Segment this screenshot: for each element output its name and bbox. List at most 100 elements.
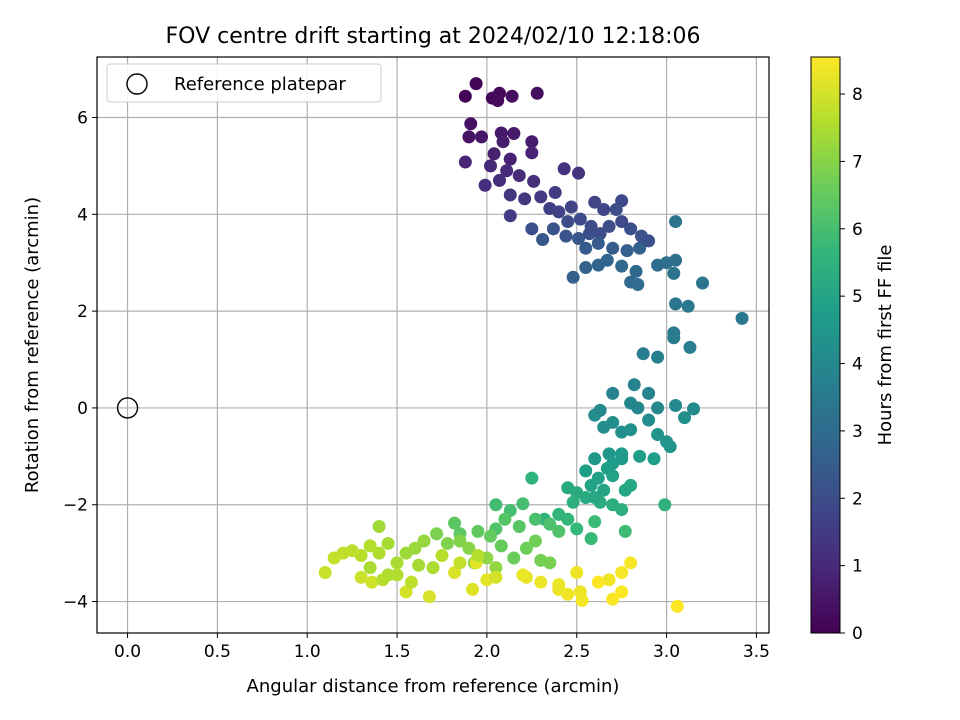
data-point [572, 232, 586, 246]
data-point [372, 546, 386, 560]
data-point [496, 135, 510, 149]
data-point [624, 423, 638, 437]
data-point [633, 241, 647, 255]
data-point [546, 222, 560, 236]
data-point [606, 241, 620, 255]
data-point [597, 483, 611, 497]
data-point [525, 471, 539, 485]
data-point [448, 516, 462, 530]
data-point [642, 413, 656, 427]
data-point [669, 253, 683, 267]
data-point [669, 399, 683, 413]
data-point [606, 592, 620, 606]
x-tick-label: 0.5 [204, 642, 231, 662]
colorbar-tick-label: 0 [852, 624, 863, 644]
colorbar-label: Hours from first FF file [875, 245, 896, 446]
data-point [573, 212, 587, 226]
colorbar-ticks: 0 1 2 3 4 5 6 7 8 [840, 85, 863, 644]
colorbar-tick-label: 5 [852, 287, 863, 307]
data-point [381, 536, 395, 550]
data-points [318, 77, 749, 613]
x-tick-label: 2.5 [563, 642, 590, 662]
data-point [667, 266, 681, 280]
data-point [642, 386, 656, 400]
data-point [372, 520, 386, 534]
data-point [667, 331, 681, 345]
data-point [543, 517, 557, 531]
data-point [735, 311, 749, 325]
colorbar-tick-label: 8 [852, 85, 863, 105]
data-point [552, 205, 566, 219]
data-point [615, 447, 629, 461]
y-tick-label: −4 [63, 593, 88, 613]
y-tick-label: 6 [77, 109, 88, 129]
data-point [678, 411, 692, 425]
data-point [363, 539, 377, 553]
data-point [512, 169, 526, 183]
data-point [561, 215, 575, 229]
data-point [658, 498, 672, 512]
data-point [615, 259, 629, 273]
colorbar: 0 1 2 3 4 5 6 7 8 Hours from first FF file [810, 56, 896, 644]
y-tick-label: 0 [77, 399, 88, 419]
data-point [597, 202, 611, 216]
data-point [503, 152, 517, 166]
colorbar-tick-label: 2 [852, 489, 863, 509]
data-point [566, 270, 580, 284]
data-point [536, 232, 550, 246]
data-point [503, 188, 517, 202]
data-point [633, 449, 647, 463]
x-tick-label: 2.0 [473, 642, 500, 662]
x-axis-ticks: 0.0 0.5 1.0 1.5 2.0 2.5 3.0 3.5 [114, 633, 770, 662]
data-point [584, 532, 598, 546]
legend: Reference platepar [106, 63, 382, 103]
data-point [354, 570, 368, 584]
data-point [663, 440, 677, 454]
data-point [417, 534, 431, 548]
data-point [518, 192, 532, 206]
data-point [681, 299, 695, 313]
data-point [530, 86, 544, 100]
data-point [593, 403, 607, 417]
y-tick-label: 4 [77, 205, 88, 225]
data-point [478, 178, 492, 192]
data-point [561, 587, 575, 601]
data-point [440, 536, 454, 550]
data-point [404, 575, 418, 589]
data-point [588, 452, 602, 466]
data-point [561, 512, 575, 526]
data-point [631, 401, 645, 415]
data-point [591, 575, 605, 589]
data-point [579, 490, 593, 504]
colorbar-tick-label: 3 [852, 422, 863, 442]
data-point [466, 582, 480, 596]
data-point [534, 575, 548, 589]
y-axis-ticks: −4 −2 0 2 4 6 [63, 109, 97, 613]
data-point [552, 578, 566, 592]
data-point [636, 347, 650, 361]
data-point [588, 195, 602, 209]
data-point [620, 244, 634, 258]
data-point [572, 166, 586, 180]
data-point [422, 590, 436, 604]
data-point [516, 568, 530, 582]
data-point [615, 585, 629, 599]
reference-platepar-marker [116, 397, 139, 419]
data-point [505, 89, 519, 103]
x-tick-label: 1.0 [294, 642, 321, 662]
data-point [543, 556, 557, 570]
data-point [500, 164, 514, 178]
data-point [494, 539, 508, 553]
data-point [570, 565, 584, 579]
data-point [318, 565, 332, 579]
data-point [365, 575, 379, 589]
data-point [651, 428, 665, 442]
data-point [492, 173, 506, 187]
data-point [363, 561, 377, 575]
data-point [525, 135, 539, 149]
data-point [453, 534, 467, 548]
data-point [491, 94, 505, 108]
data-point [464, 117, 478, 131]
colorbar-gradient [810, 56, 841, 634]
data-point [606, 415, 620, 429]
